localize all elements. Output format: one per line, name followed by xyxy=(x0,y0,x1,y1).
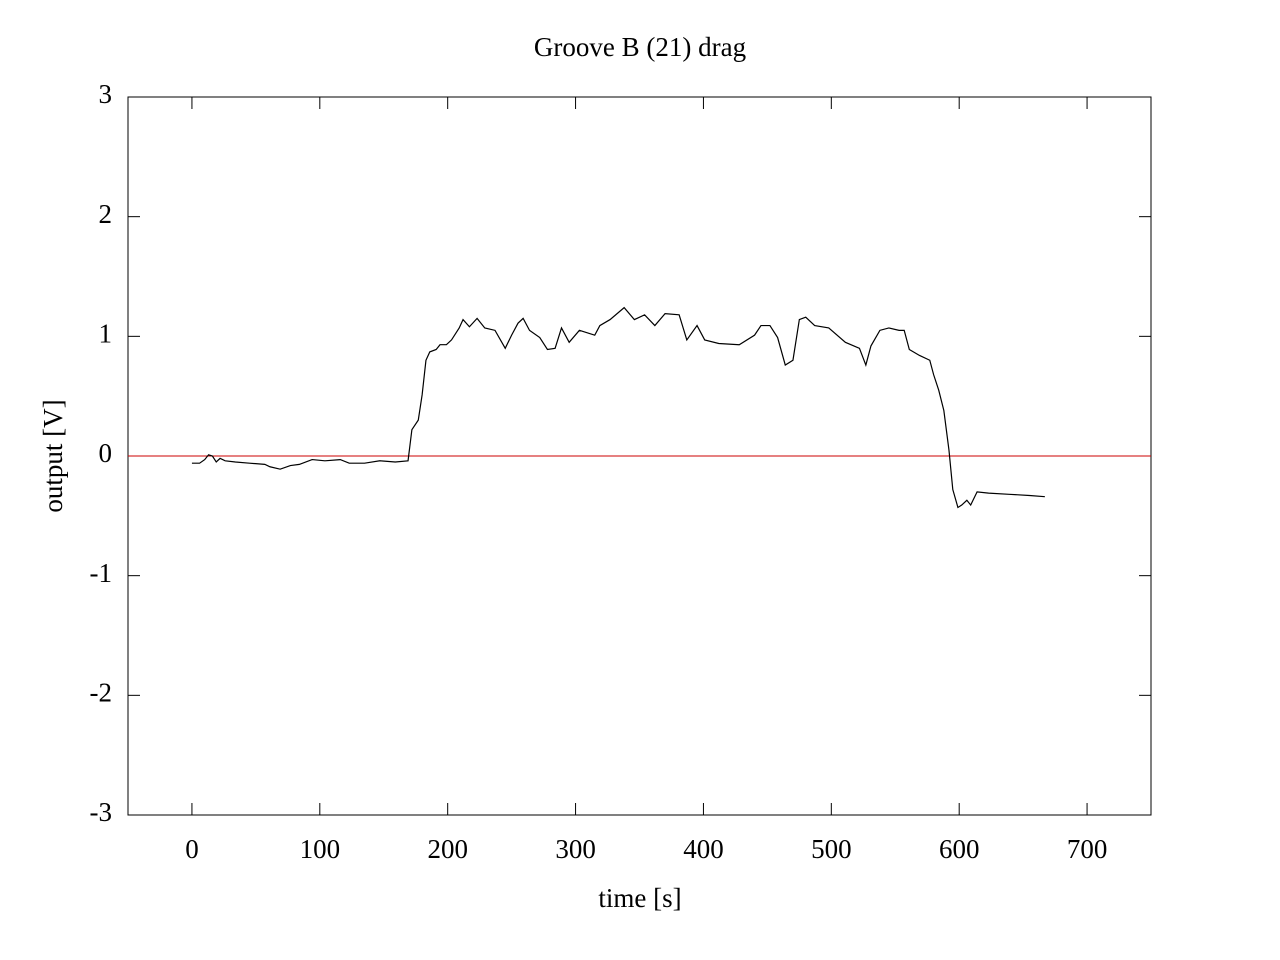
x-tick-label: 700 xyxy=(1067,834,1108,864)
x-tick-label: 100 xyxy=(300,834,341,864)
x-tick-label: 300 xyxy=(555,834,596,864)
y-tick-label: 2 xyxy=(99,199,113,229)
data-line xyxy=(191,306,1045,509)
y-tick-label: 1 xyxy=(99,319,113,349)
y-axis-label: output [V] xyxy=(38,399,68,512)
x-tick-label: 400 xyxy=(683,834,724,864)
y-tick-label: -1 xyxy=(90,558,113,588)
x-tick-label: 200 xyxy=(427,834,468,864)
x-tick-label: 600 xyxy=(939,834,980,864)
x-axis-label: time [s] xyxy=(598,883,681,913)
x-tick-label: 0 xyxy=(185,834,199,864)
y-tick-label: 3 xyxy=(99,79,113,109)
chart-title: Groove B (21) drag xyxy=(534,32,746,62)
y-tick-label: 0 xyxy=(99,438,113,468)
y-tick-label: -2 xyxy=(90,678,113,708)
x-tick-label: 500 xyxy=(811,834,852,864)
y-tick-label: -3 xyxy=(90,797,113,827)
